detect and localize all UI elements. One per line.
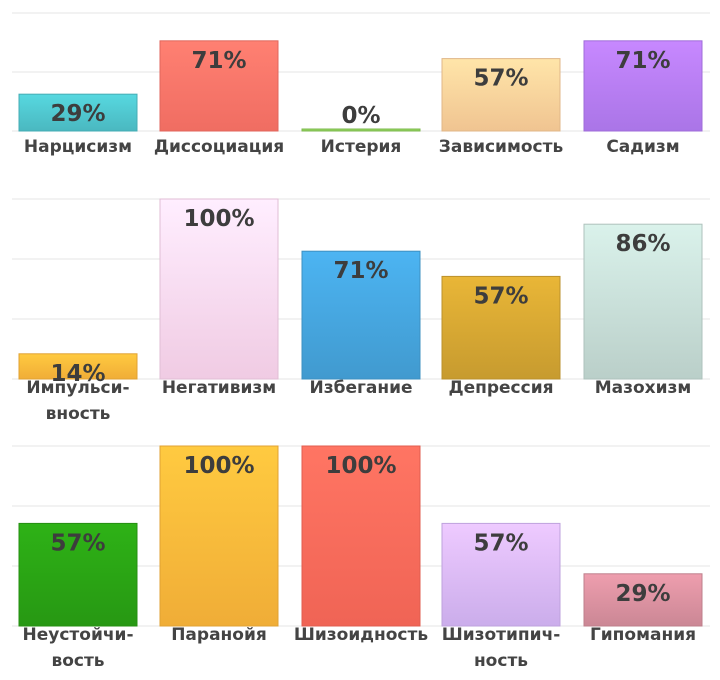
category-label: Неустойчи-вость: [23, 625, 134, 671]
chart-panel-3: 57% Неустойчи-вость 100% Паранойя 100% Шизоид…: [0, 432, 720, 680]
bar-chart-2: 14%Импульси-вность 100% Негативизм 71% Избег…: [12, 198, 710, 424]
bar-chart-3: 57% Неустойчи-вость 100% Паранойя 100% Шизоид…: [12, 445, 710, 671]
value-label: 86%: [615, 231, 670, 257]
value-label: 0%: [341, 103, 380, 129]
value-label: 57%: [473, 283, 528, 309]
category-label: Депрессия: [448, 378, 553, 398]
bar-chart-1: 29% Нарцисизм 71% Диссоциация 0% Истерия 57% За…: [12, 12, 710, 157]
bar-5: [583, 223, 703, 380]
value-label: 57%: [50, 530, 105, 556]
category-label: Паранойя: [171, 625, 267, 645]
category-label: Нарцисизм: [24, 137, 132, 157]
category-label: Истерия: [321, 137, 402, 157]
category-label: Гипомания: [590, 625, 696, 645]
bar-1: [18, 353, 138, 380]
value-label: 100%: [325, 453, 396, 479]
bar-3: [301, 445, 421, 627]
category-label: Диссоциация: [154, 137, 284, 157]
value-label: 100%: [183, 453, 254, 479]
value-label: 71%: [191, 48, 246, 74]
value-label: 71%: [333, 258, 388, 284]
value-label: 29%: [615, 581, 670, 607]
value-label: 57%: [473, 530, 528, 556]
value-label: 57%: [473, 66, 528, 92]
category-label: Садизм: [606, 137, 679, 157]
chart-panel-1: 29% Нарцисизм 71% Диссоциация 0% Истерия 57% За…: [0, 0, 720, 185]
bar-4: [441, 58, 561, 132]
chart-panel-2: 14% Импульси-вность 100% Негативизм 71% Избег…: [0, 185, 720, 432]
bar-4: [441, 522, 561, 627]
bar-5: [583, 573, 703, 627]
bar-1: [18, 522, 138, 627]
bar-2: [159, 445, 279, 627]
category-label: Мазохизм: [595, 378, 692, 398]
category-label: Избегание: [309, 378, 412, 398]
value-label: 71%: [615, 48, 670, 74]
category-label: Импульси-вность: [26, 378, 129, 424]
bar-3: [301, 250, 421, 380]
bar-2: [159, 198, 279, 380]
value-label: 29%: [50, 101, 105, 127]
category-label: Шизотипич-ность: [442, 625, 561, 671]
category-label: Негативизм: [162, 378, 276, 398]
value-label: 100%: [183, 206, 254, 232]
bar-4: [441, 275, 561, 380]
category-label: Зависимость: [439, 137, 563, 157]
category-label: Шизоидность: [294, 625, 428, 645]
bar-5: [583, 40, 703, 132]
bar-3: [301, 128, 421, 132]
bar-1: [18, 93, 138, 132]
bar-2: [159, 40, 279, 132]
value-label: 14%: [50, 361, 105, 387]
